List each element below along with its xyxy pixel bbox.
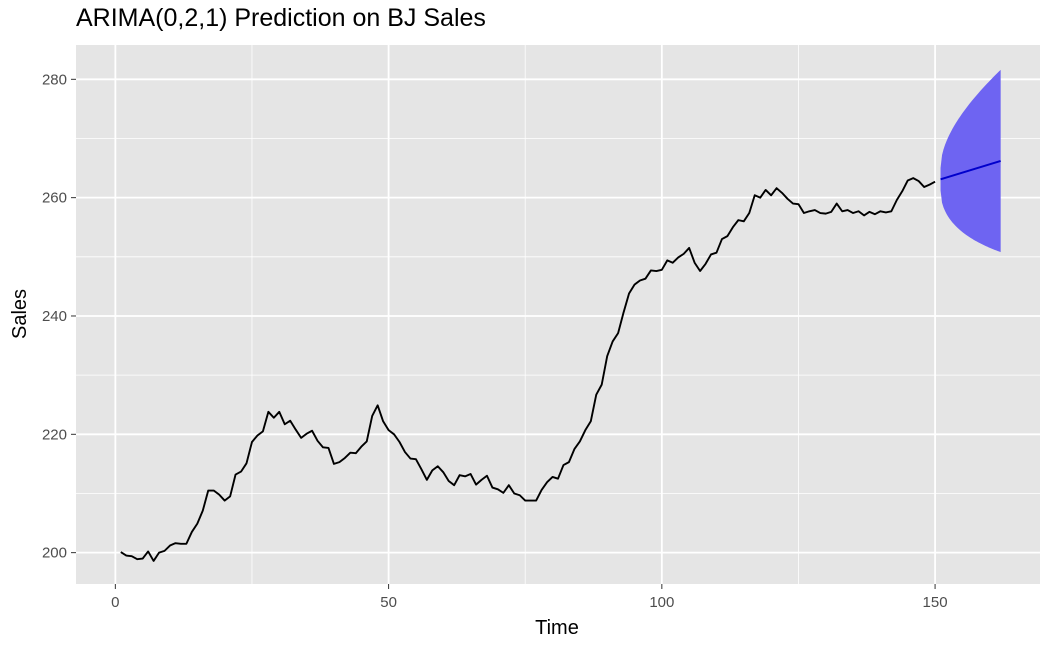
x-tick-label: 50 [380,594,397,611]
x-tick-label: 0 [111,594,119,611]
y-axis-title: Sales [9,289,31,339]
y-tick-label: 280 [42,71,67,88]
y-tick-label: 200 [42,545,67,562]
y-tick-label: 260 [42,190,67,207]
x-axis-title: Time [535,617,579,639]
y-axis-ticks: 200 220 240 260 280 [42,71,76,562]
x-axis-ticks: 0 50 100 150 [111,584,948,611]
major-gridlines [76,45,1040,584]
x-tick-label: 150 [923,594,948,611]
y-tick-label: 220 [42,426,67,443]
plot-panel [76,45,1040,584]
observed-sales-line [120,177,936,562]
x-tick-label: 100 [649,594,674,611]
prediction-interval-band [940,69,1001,253]
minor-gridlines [76,45,1040,584]
chart-title: ARIMA(0,2,1) Prediction on BJ Sales [76,4,486,32]
y-tick-label: 240 [42,308,67,325]
forecast-line [940,160,1001,181]
